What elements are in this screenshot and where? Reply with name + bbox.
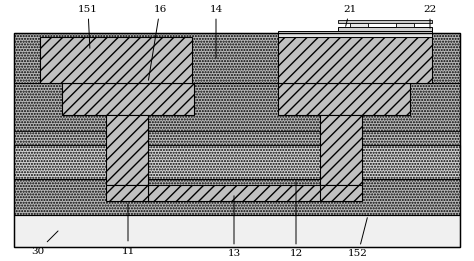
Text: 21: 21 <box>343 4 356 26</box>
Text: 152: 152 <box>348 218 368 258</box>
Bar <box>14 215 460 247</box>
Text: 12: 12 <box>289 182 302 258</box>
Bar <box>338 20 432 23</box>
Bar <box>14 33 460 83</box>
Bar <box>320 185 362 201</box>
Bar <box>14 145 460 179</box>
Text: 30: 30 <box>31 231 58 256</box>
Text: 11: 11 <box>121 204 135 256</box>
Bar <box>278 37 432 83</box>
Text: 151: 151 <box>78 4 98 48</box>
Bar <box>106 185 148 201</box>
Text: 14: 14 <box>210 4 223 58</box>
Bar <box>14 33 460 247</box>
Bar <box>40 37 192 83</box>
Bar <box>278 83 410 115</box>
Bar <box>338 27 432 31</box>
Bar <box>106 115 148 185</box>
Bar <box>14 131 460 145</box>
Bar <box>396 23 414 27</box>
Bar <box>14 83 460 215</box>
Bar <box>278 31 432 37</box>
Text: 22: 22 <box>423 4 437 28</box>
Bar <box>62 83 194 115</box>
Bar <box>148 185 330 201</box>
Bar <box>350 23 368 27</box>
Text: 13: 13 <box>228 196 241 258</box>
Bar <box>320 115 362 185</box>
Text: 16: 16 <box>148 4 167 80</box>
